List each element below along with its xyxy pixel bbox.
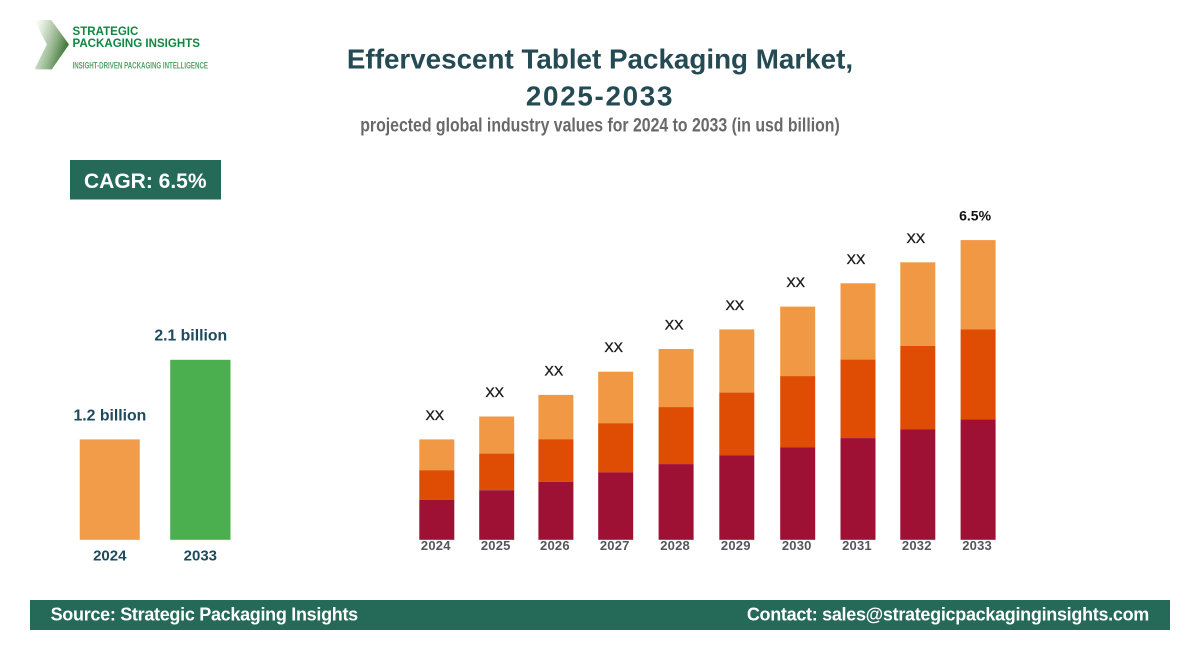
svg-text:2024: 2024 xyxy=(93,548,127,565)
svg-text:2031: 2031 xyxy=(842,538,872,553)
svg-text:XX: XX xyxy=(604,339,623,355)
svg-text:2033: 2033 xyxy=(184,548,217,565)
svg-text:2028: 2028 xyxy=(660,538,690,553)
svg-text:XX: XX xyxy=(786,274,805,290)
svg-text:2032: 2032 xyxy=(902,538,932,553)
svg-text:2026: 2026 xyxy=(540,538,570,553)
svg-text:XX: XX xyxy=(725,297,744,313)
svg-text:CAGR: 6.5%: CAGR: 6.5% xyxy=(84,170,207,193)
svg-text:2029: 2029 xyxy=(721,538,751,553)
svg-text:Effervescent Tablet Packaging: Effervescent Tablet Packaging Market, xyxy=(347,43,853,74)
svg-text:XX: XX xyxy=(425,407,444,423)
svg-text:XX: XX xyxy=(847,251,866,267)
svg-text:XX: XX xyxy=(906,230,925,246)
svg-text:2033: 2033 xyxy=(962,538,992,553)
svg-text:STRATEGIC: STRATEGIC xyxy=(73,26,140,38)
svg-text:Source: Strategic Packaging In: Source: Strategic Packaging Insights xyxy=(51,604,359,624)
svg-text:2.1 billion: 2.1 billion xyxy=(154,327,227,344)
svg-text:XX: XX xyxy=(485,384,504,400)
svg-text:2025: 2025 xyxy=(481,538,511,553)
svg-text:2025-2033: 2025-2033 xyxy=(526,81,674,112)
svg-text:XX: XX xyxy=(665,317,684,333)
svg-text:XX: XX xyxy=(545,362,564,378)
svg-text:projected global industry valu: projected global industry values for 202… xyxy=(360,115,840,137)
svg-text:6.5%: 6.5% xyxy=(959,208,991,224)
svg-text:INSIGHT-DRIVEN PACKAGING INTEL: INSIGHT-DRIVEN PACKAGING INTELLIGENCE xyxy=(73,61,209,71)
svg-text:1.2 billion: 1.2 billion xyxy=(73,408,146,425)
svg-text:PACKAGING INSIGHTS: PACKAGING INSIGHTS xyxy=(73,38,201,50)
svg-text:2030: 2030 xyxy=(782,538,812,553)
svg-text:2027: 2027 xyxy=(600,538,630,553)
svg-text:2024: 2024 xyxy=(421,538,451,553)
svg-text:Contact: sales@strategicpackag: Contact: sales@strategicpackaginginsight… xyxy=(747,604,1149,624)
